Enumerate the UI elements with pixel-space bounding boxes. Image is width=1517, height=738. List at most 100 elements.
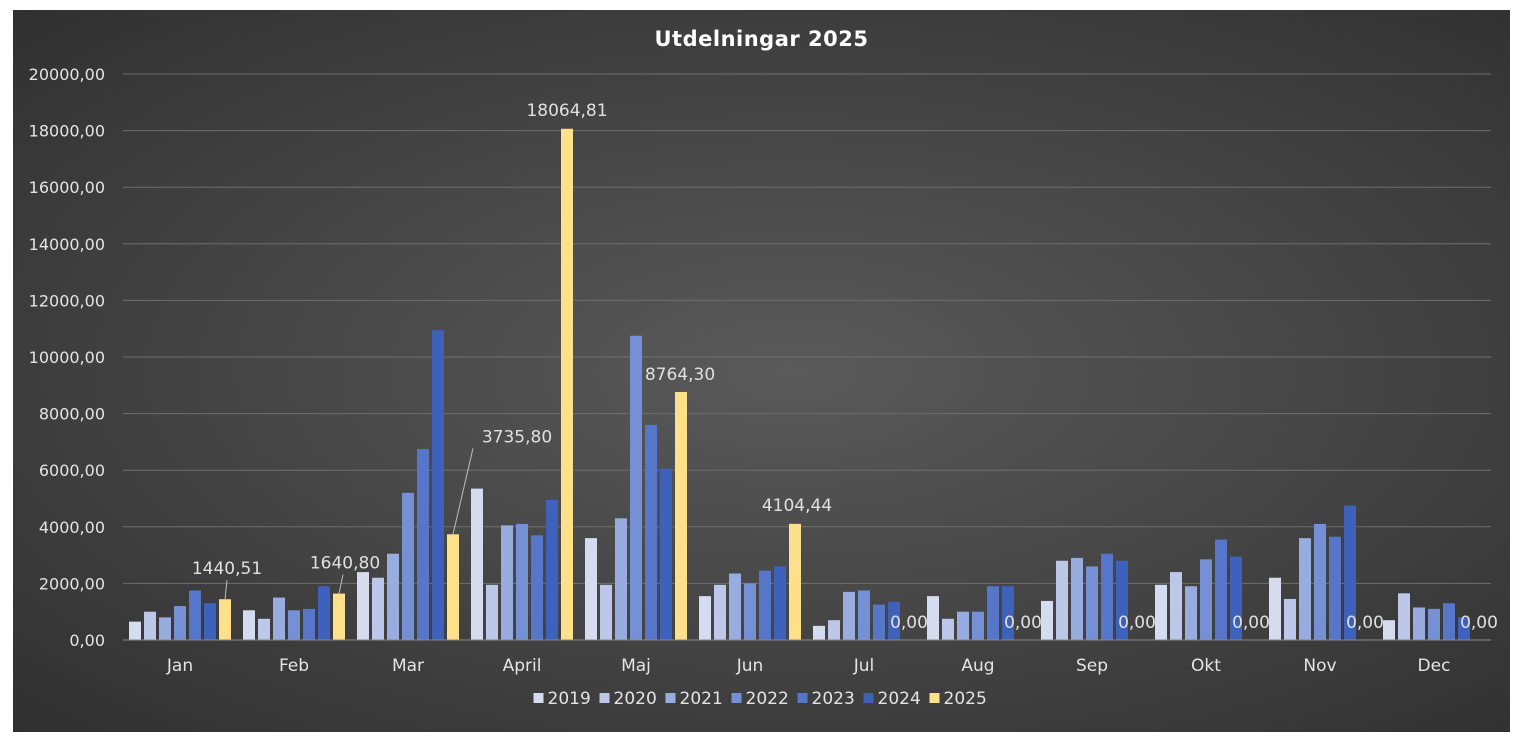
x-category-label: Mar bbox=[392, 656, 424, 676]
bar-2024-mar bbox=[432, 330, 444, 640]
bar-2023-jun bbox=[759, 570, 771, 640]
bar-2022-jan bbox=[174, 606, 186, 640]
y-tick-label: 4000,00 bbox=[39, 518, 105, 537]
bar-2023-aug bbox=[987, 586, 999, 640]
y-tick-label: 16000,00 bbox=[29, 178, 105, 197]
data-label-2025-mar: 3735,80 bbox=[482, 427, 552, 447]
bar-2020-sep bbox=[1056, 560, 1068, 640]
bar-2019-aug bbox=[927, 596, 939, 640]
x-category-label: Maj bbox=[621, 656, 651, 676]
legend-swatch-2024 bbox=[863, 693, 874, 703]
gridlines bbox=[123, 73, 1491, 584]
legend-label-2025: 2025 bbox=[944, 689, 987, 709]
y-tick-label: 14000,00 bbox=[29, 235, 105, 254]
bar-2024-aug bbox=[1002, 586, 1014, 640]
bar-2023-jan bbox=[189, 590, 201, 640]
bar-2019-mar bbox=[357, 572, 369, 640]
chart-area: Utdelningar 2025 0,00 2000,00 4000,00 6000,… bbox=[13, 10, 1510, 732]
y-tick-label: 6000,00 bbox=[39, 461, 105, 480]
bar-2021-jan bbox=[159, 617, 171, 640]
legend: 2019 2020 2021 2022 2023 2024 2025 bbox=[533, 689, 987, 709]
bar-2021-jun bbox=[729, 573, 741, 640]
bar-2025-feb bbox=[333, 593, 345, 640]
data-label-2025-maj: 8764,30 bbox=[645, 365, 715, 385]
legend-label-2020: 2020 bbox=[614, 689, 657, 709]
y-axis-ticks: 0,00 2000,00 4000,00 6000,00 8000,00 10000,00… bbox=[29, 65, 105, 650]
bar-2021-maj bbox=[615, 518, 627, 640]
chart-title: Utdelningar 2025 bbox=[655, 27, 869, 51]
dividend-bar-chart: Utdelningar 2025 0,00 2000,00 4000,00 6000,… bbox=[29, 27, 1498, 709]
bar-2019-dec bbox=[1383, 620, 1395, 640]
bar-2023-okt bbox=[1215, 539, 1227, 640]
bar-2022-feb bbox=[288, 610, 300, 640]
y-tick-label: 0,00 bbox=[69, 631, 105, 650]
legend-swatch-2019 bbox=[533, 693, 544, 703]
bar-2021-aug bbox=[957, 611, 969, 640]
bar-2022-okt bbox=[1200, 559, 1212, 640]
x-category-label: Okt bbox=[1191, 656, 1221, 676]
bar-2023-maj bbox=[645, 424, 657, 640]
bar-2024-feb bbox=[318, 586, 330, 640]
bar-2021-sep bbox=[1071, 557, 1083, 640]
bar-2019-nov bbox=[1269, 577, 1281, 640]
data-label-leader bbox=[452, 448, 474, 535]
bar-2023-mar bbox=[417, 448, 429, 640]
data-label-2025-feb: 1640,80 bbox=[310, 554, 380, 574]
bar-2020-april bbox=[486, 584, 498, 640]
data-label-2025-sep: 0,00 bbox=[1118, 613, 1156, 633]
x-category-label: Feb bbox=[279, 656, 309, 676]
legend-label-2022: 2022 bbox=[746, 689, 789, 709]
bar-2025-maj bbox=[675, 391, 687, 640]
bar-2021-feb bbox=[273, 597, 285, 640]
x-category-label: Jan bbox=[166, 656, 193, 676]
bar-2022-sep bbox=[1086, 566, 1098, 640]
bar-2021-dec bbox=[1413, 607, 1425, 640]
bar-2021-nov bbox=[1299, 538, 1311, 640]
y-tick-label: 8000,00 bbox=[39, 405, 105, 424]
bar-2024-dec bbox=[1458, 617, 1470, 640]
legend-swatch-2023 bbox=[797, 693, 808, 703]
data-labels: 1440,51 1640,80 3735,80 18064,81 8764,30 4104… bbox=[192, 101, 1498, 633]
bar-2022-maj bbox=[630, 335, 642, 640]
bar-2025-april bbox=[561, 128, 573, 640]
data-label-2025-april: 18064,81 bbox=[526, 101, 607, 121]
x-category-label: Aug bbox=[961, 656, 994, 676]
bar-2020-nov bbox=[1284, 598, 1296, 640]
bar-2025-jan bbox=[219, 599, 231, 640]
bar-2019-feb bbox=[243, 610, 255, 640]
data-label-2025-nov: 0,00 bbox=[1346, 613, 1384, 633]
bar-2019-jan bbox=[129, 621, 141, 640]
bar-2022-nov bbox=[1314, 523, 1326, 640]
bar-2020-jun bbox=[714, 584, 726, 640]
bar-2019-okt bbox=[1155, 584, 1167, 640]
bar-2023-feb bbox=[303, 608, 315, 640]
x-category-label: Dec bbox=[1418, 656, 1451, 676]
bar-2020-maj bbox=[600, 584, 612, 640]
x-category-label: Jun bbox=[736, 656, 764, 676]
bar-2020-okt bbox=[1170, 572, 1182, 640]
bar-2023-dec bbox=[1443, 603, 1455, 640]
bar-2022-april bbox=[516, 523, 528, 640]
bar-2023-april bbox=[531, 535, 543, 640]
data-label-2025-jan: 1440,51 bbox=[192, 559, 262, 579]
bar-2020-jul bbox=[828, 620, 840, 640]
legend-swatch-2020 bbox=[599, 693, 610, 703]
y-tick-label: 10000,00 bbox=[29, 348, 105, 367]
data-label-2025-okt: 0,00 bbox=[1232, 613, 1270, 633]
bars bbox=[129, 128, 1470, 640]
legend-label-2023: 2023 bbox=[812, 689, 855, 709]
bar-2019-april bbox=[471, 488, 483, 640]
data-label-2025-aug: 0,00 bbox=[1004, 613, 1042, 633]
bar-2022-aug bbox=[972, 611, 984, 640]
y-tick-label: 18000,00 bbox=[29, 122, 105, 141]
x-category-label: Sep bbox=[1076, 656, 1108, 676]
bar-2024-nov bbox=[1344, 505, 1356, 640]
bar-2020-mar bbox=[372, 577, 384, 640]
bar-2024-sep bbox=[1116, 560, 1128, 640]
bar-2025-jun bbox=[789, 523, 801, 640]
bar-2024-jan bbox=[204, 603, 216, 640]
bar-2020-feb bbox=[258, 618, 270, 640]
bar-2024-jun bbox=[774, 566, 786, 640]
y-tick-label: 2000,00 bbox=[39, 574, 105, 593]
x-category-label: Jul bbox=[853, 656, 875, 676]
